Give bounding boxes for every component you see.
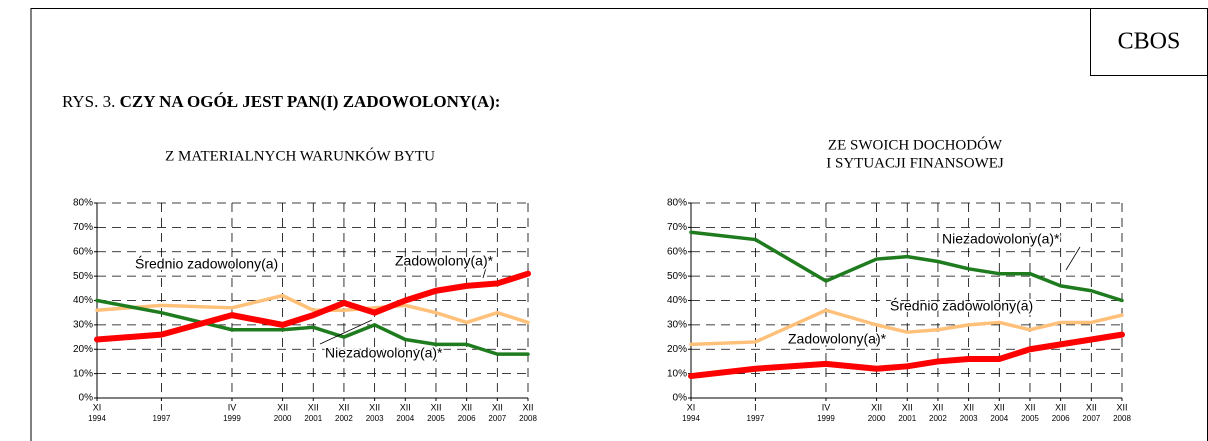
x-tick-label: XII [994, 402, 1005, 412]
x-tick-sublabel: 2000 [868, 414, 886, 423]
chart-title: I SYTUACJI FINANSOWEJ [826, 155, 1004, 171]
x-tick-label: XII [369, 402, 380, 412]
y-tick-label: 70% [73, 222, 93, 233]
x-tick-sublabel: 2005 [427, 414, 445, 423]
series-label: Średnio zadowolony(a) [135, 255, 278, 272]
series-line [689, 230, 1124, 303]
series-label: Zadowolony(a)* [395, 253, 494, 269]
x-tick-sublabel: 1997 [747, 414, 765, 423]
x-tick-label: IV [822, 402, 831, 412]
series-label: Niezadowolony(a)* [942, 231, 1060, 247]
x-tick-label: XII [338, 402, 349, 412]
series-line [94, 270, 531, 343]
y-tick-label: 80% [73, 198, 93, 209]
x-tick-sublabel: 2006 [1052, 414, 1070, 423]
x-tick-sublabel: 2007 [488, 414, 506, 423]
chart-title: ZE SWOICH DOCHODÓW [828, 136, 1003, 153]
y-tick-label: 20% [73, 344, 93, 355]
frame [30, 8, 1208, 441]
x-tick-label: XII [430, 402, 441, 412]
figure-prefix: RYS. 3. [62, 92, 115, 111]
y-tick-label: 60% [667, 246, 687, 257]
y-tick-label: 40% [73, 295, 93, 306]
x-tick-sublabel: 2004 [990, 414, 1008, 423]
x-tick-sublabel: 2000 [274, 414, 292, 423]
x-tick-sublabel: 1994 [682, 414, 700, 423]
series-label: Średnio zadowolony(a) [890, 297, 1033, 314]
x-tick-sublabel: 1999 [817, 414, 835, 423]
series-line [95, 298, 530, 356]
x-tick-label: XII [1116, 402, 1127, 412]
x-tick-sublabel: 2003 [366, 414, 384, 423]
y-tick-label: 20% [667, 344, 687, 355]
x-tick-sublabel: 2003 [960, 414, 978, 423]
y-tick-label: 10% [667, 368, 687, 379]
y-tick-label: 80% [667, 198, 687, 209]
x-tick-sublabel: 1994 [88, 414, 106, 423]
series-line [688, 331, 1125, 380]
y-tick-label: 50% [73, 271, 93, 282]
x-tick-label: XII [461, 402, 472, 412]
y-tick-label: 70% [667, 222, 687, 233]
x-tick-sublabel: 1997 [153, 414, 171, 423]
leader-line [1065, 246, 1081, 271]
x-tick-label: IV [228, 402, 237, 412]
figure-title: RYS. 3. CZY NA OGÓŁ JEST PAN(I) ZADOWOLO… [62, 92, 500, 111]
leader-line [319, 319, 373, 345]
series-line [689, 308, 1124, 347]
x-tick-sublabel: 2006 [458, 414, 476, 423]
x-tick-sublabel: 2002 [929, 414, 947, 423]
x-tick-label: XII [932, 402, 943, 412]
x-tick-sublabel: 2007 [1082, 414, 1100, 423]
x-tick-sublabel: 2008 [1113, 414, 1131, 423]
x-tick-label: XII [1086, 402, 1097, 412]
y-tick-label: 50% [667, 271, 687, 282]
x-tick-sublabel: 2001 [898, 414, 916, 423]
y-tick-label: 60% [73, 246, 93, 257]
x-tick-label: I [754, 402, 757, 412]
y-tick-label: 10% [73, 368, 93, 379]
y-tick-label: 0% [673, 393, 688, 404]
x-tick-label: XII [902, 402, 913, 412]
y-tick-label: 40% [667, 295, 687, 306]
leader-line [482, 267, 487, 279]
y-tick-label: 30% [667, 320, 687, 331]
x-tick-label: XII [522, 402, 533, 412]
brand: CBOS [1118, 29, 1181, 55]
x-tick-label: XI [93, 402, 102, 412]
x-tick-sublabel: 2008 [519, 414, 537, 423]
y-tick-label: 0% [79, 393, 94, 404]
x-tick-label: XII [277, 402, 288, 412]
x-tick-label: XI [687, 402, 696, 412]
y-tick-label: 30% [73, 320, 93, 331]
x-tick-sublabel: 2004 [396, 414, 414, 423]
x-tick-label: XII [1055, 402, 1066, 412]
x-tick-label: I [160, 402, 163, 412]
x-tick-label: XII [400, 402, 411, 412]
x-tick-sublabel: 2002 [335, 414, 353, 423]
x-tick-label: XII [308, 402, 319, 412]
x-tick-sublabel: 2001 [304, 414, 322, 423]
x-tick-sublabel: 1999 [223, 414, 241, 423]
chart-title: Z MATERIALNYCH WARUNKÓW BYTU [165, 147, 435, 164]
series-label: Zadowolony(a)* [788, 331, 887, 347]
x-tick-label: XII [963, 402, 974, 412]
series-label: Niezadowolony(a)* [325, 345, 443, 361]
x-tick-sublabel: 2005 [1021, 414, 1039, 423]
figure-question: CZY NA OGÓŁ JEST PAN(I) ZADOWOLONY(A): [120, 92, 501, 111]
x-tick-label: XII [492, 402, 503, 412]
x-tick-label: XII [1024, 402, 1035, 412]
x-tick-label: XII [871, 402, 882, 412]
